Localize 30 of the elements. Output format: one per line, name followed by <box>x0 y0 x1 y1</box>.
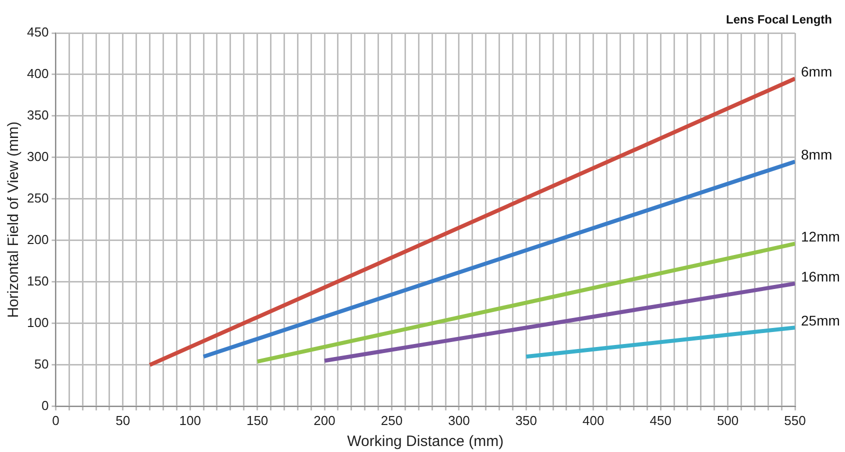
x-tick-label: 150 <box>246 412 268 428</box>
x-tick-label: 100 <box>179 412 201 428</box>
x-tick-label: 500 <box>716 412 739 428</box>
series-label: 16mm <box>801 268 840 284</box>
y-tick-label: 300 <box>26 149 49 164</box>
y-tick-label: 400 <box>26 66 49 82</box>
x-tick-label: 550 <box>784 412 806 428</box>
y-tick-label: 200 <box>26 232 49 248</box>
x-axis-title: Working Distance (mm) <box>347 433 504 450</box>
x-tick-label: 50 <box>116 412 130 428</box>
series-label: 8mm <box>801 146 832 162</box>
x-tick-label: 400 <box>582 412 604 428</box>
y-tick-label: 100 <box>26 315 49 330</box>
x-tick-label: 200 <box>314 412 336 428</box>
x-tick-label: 250 <box>380 412 403 428</box>
x-tick-label: 350 <box>515 412 538 428</box>
y-tick-label: 350 <box>26 108 49 123</box>
series-label: 6mm <box>801 63 832 80</box>
x-tick-label: 300 <box>448 412 470 428</box>
series-label: 12mm <box>801 228 840 245</box>
y-tick-label: 150 <box>26 274 49 289</box>
y-tick-label: 0 <box>41 398 49 413</box>
x-tick-label: 0 <box>52 412 60 428</box>
y-tick-label: 450 <box>26 24 49 40</box>
y-tick-label: 50 <box>34 356 49 372</box>
legend-title: Lens Focal Length <box>726 12 832 26</box>
y-axis-title: Horizontal Field of View (mm) <box>5 121 22 318</box>
series-label: 25mm <box>801 312 840 328</box>
x-tick-label: 450 <box>650 412 672 428</box>
y-tick-label: 250 <box>26 190 49 206</box>
